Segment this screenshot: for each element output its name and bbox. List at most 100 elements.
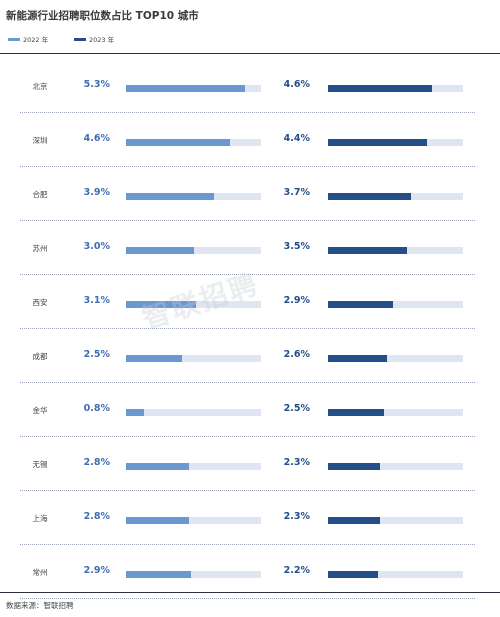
bar-2022 <box>126 139 230 146</box>
bar-track-2023 <box>328 463 463 470</box>
row-divider <box>20 328 475 329</box>
row-divider <box>20 382 475 383</box>
bar-2022 <box>126 301 196 308</box>
bar-2022 <box>126 247 194 254</box>
value-label-2022: 2.8% <box>83 457 110 468</box>
bar-track-2022 <box>126 139 261 146</box>
city-label: 苏州 <box>32 244 48 253</box>
city-row: 金华 0.8% 2.5% <box>0 383 500 437</box>
value-label-2022: 3.9% <box>83 187 110 198</box>
row-divider <box>20 220 475 221</box>
city-row: 深圳 4.6% 4.4% <box>0 113 500 167</box>
bar-track-2022 <box>126 193 261 200</box>
value-label-2022: 0.8% <box>83 403 110 414</box>
bar-track-2022 <box>126 247 261 254</box>
city-row: 合肥 3.9% 3.7% <box>0 167 500 221</box>
value-label-2023: 2.5% <box>283 403 310 414</box>
value-label-2022: 3.1% <box>83 295 110 306</box>
value-label-2022: 2.5% <box>83 349 110 360</box>
row-divider <box>20 544 475 545</box>
legend-item-2022: 2022 年 <box>8 34 48 44</box>
value-label-2023: 2.3% <box>283 511 310 522</box>
bar-2022 <box>126 85 246 92</box>
bar-2023 <box>328 517 380 524</box>
city-label: 合肥 <box>32 190 48 199</box>
row-divider <box>20 436 475 437</box>
legend-item-2023: 2023 年 <box>74 34 114 44</box>
legend-label-2022: 2022 年 <box>23 36 49 44</box>
footer-divider <box>0 592 500 593</box>
city-label: 成都 <box>32 352 48 361</box>
bar-2023 <box>328 463 380 470</box>
value-label-2023: 3.7% <box>283 187 310 198</box>
bar-2023 <box>328 193 412 200</box>
city-label: 北京 <box>32 82 48 91</box>
bar-track-2022 <box>126 517 261 524</box>
bar-track-2023 <box>328 193 463 200</box>
bar-2023 <box>328 409 385 416</box>
value-label-2023: 4.4% <box>283 133 310 144</box>
bar-track-2023 <box>328 571 463 578</box>
bar-track-2023 <box>328 85 463 92</box>
bar-track-2022 <box>126 571 261 578</box>
city-label: 深圳 <box>32 136 48 145</box>
bar-track-2022 <box>126 409 261 416</box>
row-divider <box>20 598 475 599</box>
value-label-2023: 2.6% <box>283 349 310 360</box>
city-label: 无锡 <box>32 460 48 469</box>
bar-2023 <box>328 301 394 308</box>
row-divider <box>20 490 475 491</box>
city-row: 成都 2.5% 2.6% <box>0 329 500 383</box>
city-row: 常州 2.9% 2.2% <box>0 545 500 599</box>
bar-2023 <box>328 139 427 146</box>
chart-title: 新能源行业招聘职位数占比 TOP10 城市 <box>6 10 199 22</box>
bar-track-2023 <box>328 139 463 146</box>
value-label-2022: 2.9% <box>83 565 110 576</box>
value-label-2023: 2.2% <box>283 565 310 576</box>
bar-track-2022 <box>126 85 261 92</box>
city-row: 上海 2.8% 2.3% <box>0 491 500 545</box>
bar-2022 <box>126 517 189 524</box>
value-label-2022: 5.3% <box>83 79 110 90</box>
bar-track-2022 <box>126 355 261 362</box>
bar-track-2023 <box>328 355 463 362</box>
row-divider <box>20 274 475 275</box>
bar-track-2023 <box>328 409 463 416</box>
bar-2023 <box>328 355 387 362</box>
row-divider <box>20 112 475 113</box>
value-label-2023: 2.3% <box>283 457 310 468</box>
bar-track-2023 <box>328 517 463 524</box>
city-row: 苏州 3.0% 3.5% <box>0 221 500 275</box>
value-label-2022: 4.6% <box>83 133 110 144</box>
city-label: 西安 <box>32 298 48 307</box>
value-label-2023: 2.9% <box>283 295 310 306</box>
legend-swatch-2023 <box>74 37 86 41</box>
top-divider <box>0 53 500 54</box>
bar-track-2023 <box>328 247 463 254</box>
legend-swatch-2022 <box>8 37 20 41</box>
bar-2023 <box>328 571 378 578</box>
city-row: 北京 5.3% 4.6% <box>0 59 500 113</box>
bar-track-2022 <box>126 301 261 308</box>
value-label-2023: 3.5% <box>283 241 310 252</box>
source-note: 数据来源：智联招聘 <box>6 601 74 610</box>
bar-2022 <box>126 463 189 470</box>
value-label-2022: 3.0% <box>83 241 110 252</box>
city-label: 常州 <box>32 568 48 577</box>
bar-2023 <box>328 247 407 254</box>
bar-2022 <box>126 355 183 362</box>
bar-2022 <box>126 193 214 200</box>
city-row: 西安 3.1% 2.9% <box>0 275 500 329</box>
row-divider <box>20 166 475 167</box>
value-label-2023: 4.6% <box>283 79 310 90</box>
bar-track-2023 <box>328 301 463 308</box>
bar-2022 <box>126 409 144 416</box>
bar-2023 <box>328 85 432 92</box>
bar-2022 <box>126 571 192 578</box>
bar-track-2022 <box>126 463 261 470</box>
value-label-2022: 2.8% <box>83 511 110 522</box>
city-label: 上海 <box>32 514 48 523</box>
city-label: 金华 <box>32 406 48 415</box>
legend-label-2023: 2023 年 <box>89 36 115 44</box>
city-row: 无锡 2.8% 2.3% <box>0 437 500 491</box>
